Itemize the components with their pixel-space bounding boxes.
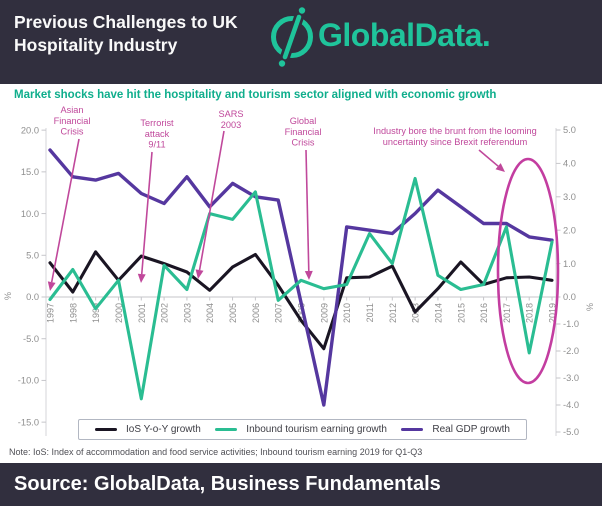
right-tick-label: -5.0	[563, 427, 579, 437]
x-tick-label: 1999	[91, 303, 101, 323]
x-tick-label: 2000	[114, 303, 124, 323]
right-tick-label: 5.0	[563, 125, 576, 135]
x-tick-label: 1997	[46, 303, 56, 323]
series-line-real-gdp-growth	[48, 148, 554, 407]
x-tick-label: 2004	[205, 303, 215, 323]
annotation-arrow-line	[305, 149, 310, 272]
annotation-arrowhead-icon	[195, 269, 204, 279]
annotation-arrowhead-icon	[304, 270, 313, 280]
chart-subtitle: Market shocks have hit the hospitality a…	[14, 89, 497, 101]
annotation-arrow-line	[198, 130, 225, 271]
source-bar: Source: GlobalData, Business Fundamental…	[0, 463, 602, 506]
right-tick-label: 1.0	[563, 259, 576, 269]
brexit-highlight-ellipse	[496, 157, 560, 385]
brand-wordmark: GlobalData.	[318, 17, 491, 53]
annotation-text: Crisis	[61, 127, 84, 137]
x-tick-label: 2019	[548, 303, 558, 323]
x-tick-label: 2002	[160, 303, 170, 323]
x-tick-label: 2008	[297, 303, 307, 323]
right-tick-label: -1.0	[563, 319, 579, 329]
legend-label: Real GDP growth	[432, 424, 510, 435]
annotation-text: SARS	[218, 109, 243, 119]
series-line-inbound-tourism-earning-growth	[48, 176, 554, 401]
page-title-line2: Hospitality Industry	[14, 35, 178, 56]
x-tick-label: 2001	[137, 303, 147, 323]
annotation-arrowhead-icon	[495, 163, 505, 172]
legend-item: Inbound tourism earning growth	[215, 424, 387, 435]
source-text: Source: GlobalData, Business Fundamental…	[14, 473, 441, 495]
right-tick-label: -2.0	[563, 346, 579, 356]
x-tick-label: 2005	[228, 303, 238, 323]
annotation-text: 2003	[221, 120, 241, 130]
left-tick-label: 15.0	[21, 167, 39, 177]
x-tick-label: 1998	[68, 303, 78, 323]
annotation-arrowhead-icon	[137, 273, 146, 283]
globaldata-logo-icon	[271, 7, 313, 67]
x-tick-label: 2010	[342, 303, 352, 323]
x-tick-label: 2006	[251, 303, 261, 323]
page-title-line1: Previous Challenges to UK	[14, 12, 238, 32]
x-tick-label: 2003	[182, 303, 192, 323]
right-tick-label: 3.0	[563, 192, 576, 202]
x-tick-label: 2012	[388, 303, 398, 323]
annotation-arrow-line	[478, 149, 499, 167]
right-axis-title: %	[585, 303, 595, 311]
legend-item: Real GDP growth	[401, 424, 510, 435]
annotation-text: Crisis	[292, 138, 315, 148]
legend-swatch	[95, 427, 117, 432]
x-tick-label: 2015	[456, 303, 466, 323]
annotation-text: uncertainty since Brexit referendum	[383, 137, 528, 147]
right-tick-label: 0.0	[563, 292, 576, 302]
page-title: Previous Challenges to UK Hospitality In…	[14, 11, 238, 57]
annotation-text: Asian	[61, 105, 84, 115]
legend-swatch	[215, 427, 238, 432]
series-line-ios-y-o-y-growth	[48, 250, 554, 351]
right-tick-label: 4.0	[563, 159, 576, 169]
x-tick-label: 2016	[479, 303, 489, 323]
legend-box: IoS Y-o-Y growth Inbound tourism earning …	[78, 419, 527, 440]
left-tick-label: -15.0	[18, 417, 39, 427]
annotation-arrow-line	[140, 151, 153, 275]
line-chart: 20.0 15.0 10.0 5.0 0.0 -5.0 -10.0 -15.0 5.0 4.0 3.…	[3, 105, 595, 437]
right-tick-label: -4.0	[563, 400, 579, 410]
legend-label: IoS Y-o-Y growth	[126, 424, 201, 435]
left-axis-title: %	[3, 292, 13, 300]
left-tick-label: 5.0	[26, 250, 39, 260]
right-tick-label: -3.0	[563, 373, 579, 383]
x-tick-label: 2011	[365, 303, 375, 322]
annotation-text: 9/11	[148, 140, 165, 150]
annotation-text: Global	[290, 116, 317, 126]
annotation-text: Terrorist	[140, 118, 174, 128]
legend-item: IoS Y-o-Y growth	[95, 424, 201, 435]
left-tick-label: 20.0	[21, 125, 39, 135]
right-tick-label: 2.0	[563, 225, 576, 235]
x-tick-label: 2017	[502, 303, 512, 323]
annotation-arrowhead-icon	[47, 281, 56, 291]
legend-label: Inbound tourism earning growth	[246, 424, 387, 435]
legend-swatch	[401, 427, 424, 432]
x-tick-label: 2014	[433, 303, 443, 323]
annotation-text: Financial	[54, 116, 91, 126]
left-tick-label: 10.0	[21, 209, 39, 219]
left-tick-label: -10.0	[18, 376, 39, 386]
annotation-text: Industry bore the brunt from the looming	[373, 126, 536, 136]
x-tick-label: 2007	[274, 303, 284, 323]
header-bar: Previous Challenges to UK Hospitality In…	[0, 0, 602, 84]
annotation-text: attack	[145, 129, 170, 139]
x-tick-label: 2009	[319, 303, 329, 323]
x-tick-label: 2018	[525, 303, 535, 323]
footnote: Note: IoS: Index of accommodation and fo…	[9, 447, 423, 457]
annotation-arrow-line	[50, 138, 80, 283]
left-tick-label: 0.0	[26, 292, 39, 302]
annotation-text: Financial	[285, 127, 322, 137]
left-tick-label: -5.0	[23, 334, 39, 344]
